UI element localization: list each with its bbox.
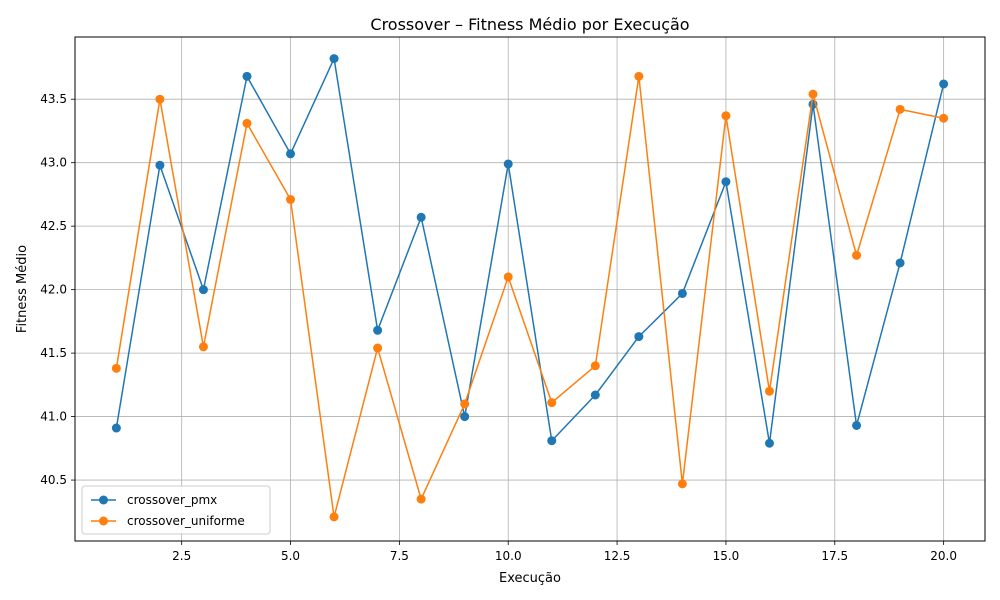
data-point xyxy=(373,325,383,335)
data-point xyxy=(764,438,774,448)
data-point xyxy=(590,361,600,371)
data-point xyxy=(198,285,208,295)
data-point xyxy=(939,113,949,123)
y-tick-label: 43.0 xyxy=(40,156,67,170)
data-point xyxy=(939,79,949,89)
x-tick-label: 2.5 xyxy=(172,549,191,563)
legend-marker xyxy=(99,516,108,526)
x-tick-label: 10.0 xyxy=(495,549,522,563)
data-point xyxy=(329,54,339,64)
data-point xyxy=(416,494,426,504)
y-tick-label: 41.5 xyxy=(40,346,67,360)
series-crossover_uniforme xyxy=(111,71,949,522)
series-layer xyxy=(111,54,949,522)
data-point xyxy=(677,288,687,298)
series-line xyxy=(115,75,944,518)
data-point xyxy=(460,412,470,422)
data-point xyxy=(373,343,383,353)
data-point xyxy=(895,258,905,268)
data-point xyxy=(416,212,426,222)
data-point xyxy=(634,71,644,81)
plot-frame xyxy=(74,36,986,542)
data-point xyxy=(286,194,296,204)
x-axis-label: Execução xyxy=(499,571,561,586)
ticks-layer: 2.5 5.0 7.5 10.0 12.5 15.0 17.5 20.0 40.5 41.0 41.… xyxy=(40,92,957,563)
data-point xyxy=(677,479,687,489)
chart-title: Crossover – Fitness Médio por Execução xyxy=(370,15,689,34)
data-point xyxy=(547,398,557,408)
x-tick-label: 5.0 xyxy=(281,549,300,563)
x-tick-label: 17.5 xyxy=(821,549,848,563)
legend-marker xyxy=(99,495,108,505)
series-line xyxy=(115,57,945,444)
data-point xyxy=(764,386,774,396)
legend: crossover_pmx crossover_uniforme xyxy=(81,485,271,535)
data-point xyxy=(590,390,600,400)
y-tick-label: 42.5 xyxy=(40,219,67,233)
legend-label: crossover_pmx xyxy=(127,493,217,507)
y-tick-label: 41.0 xyxy=(40,410,67,424)
y-axis-label: Fitness Médio xyxy=(15,245,30,333)
data-point xyxy=(286,149,296,159)
data-point xyxy=(721,111,731,121)
data-point xyxy=(503,159,513,169)
y-tick-label: 40.5 xyxy=(40,473,67,487)
data-point xyxy=(329,512,339,522)
x-tick-label: 15.0 xyxy=(713,549,740,563)
data-point xyxy=(155,160,165,170)
x-tick-label: 20.0 xyxy=(930,549,957,563)
x-tick-label: 12.5 xyxy=(604,549,631,563)
data-point xyxy=(634,332,644,342)
data-point xyxy=(808,89,818,99)
x-tick-label: 7.5 xyxy=(390,549,409,563)
data-point xyxy=(111,363,121,373)
data-point xyxy=(242,71,252,81)
legend-label: crossover_uniforme xyxy=(127,514,245,528)
y-tick-label: 43.5 xyxy=(40,92,67,106)
data-point xyxy=(852,250,862,260)
data-point xyxy=(852,420,862,430)
data-point xyxy=(895,104,905,114)
data-point xyxy=(155,94,165,104)
data-point xyxy=(721,177,731,187)
data-point xyxy=(198,342,208,352)
data-point xyxy=(460,399,470,409)
legend-box xyxy=(81,485,271,535)
data-point xyxy=(547,436,557,446)
data-point xyxy=(503,272,513,282)
y-tick-label: 42.0 xyxy=(40,283,67,297)
data-point xyxy=(111,423,121,433)
data-point xyxy=(242,118,252,128)
